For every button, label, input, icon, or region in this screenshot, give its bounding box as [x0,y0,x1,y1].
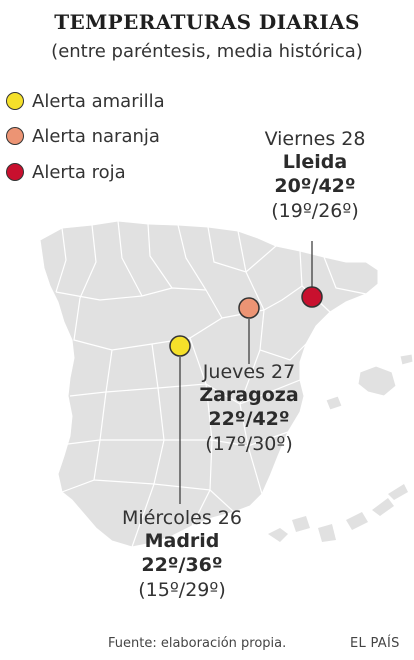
province-border [209,489,235,513]
city-day: Viernes 28 [264,128,366,150]
yellow-alert-dot-icon [6,92,24,110]
legend-label: Alerta naranja [32,125,160,147]
legend-item-red-alert: Alerta roja [6,160,126,184]
province-border [55,227,67,293]
publisher-brand: EL PAÍS [350,636,400,651]
red-alert-dot-icon [6,163,24,181]
legend-item-orange-alert: Alerta naranja [6,124,160,148]
province-border [147,223,173,289]
source-credit: Fuente: elaboración propia. [108,636,287,651]
lleida-marker [301,286,323,308]
menorca-shape [399,353,414,366]
legend-label: Alerta amarilla [32,90,165,112]
ibiza-shape [325,395,343,411]
balearic-islands [325,353,414,411]
province-border [263,285,303,311]
province-border [177,224,223,319]
province-border [239,379,301,405]
island-shape [318,524,336,542]
orange-alert-dot-icon [6,127,24,145]
city-historical-average: (17º/30º) [205,433,293,455]
canary-islands [268,484,408,542]
map-subtitle: (entre paréntesis, media histórica) [51,41,363,62]
city-day: Jueves 27 [202,361,296,383]
city-name: Madrid [144,530,220,552]
province-border [131,439,213,548]
island-shape [372,498,394,516]
leader-lines [179,241,313,504]
city-temperatures: 20º/42º [274,175,356,197]
city-label-zaragoza: Jueves 27 Zaragoza 22º/42º (17º/30º) [182,361,316,457]
legend-item-yellow-alert: Alerta amarilla [6,89,165,113]
province-border [323,256,367,295]
city-historical-average: (15º/29º) [138,579,226,601]
city-temperatures: 22º/36º [141,554,223,576]
province-border [79,224,97,299]
city-name: Lleida [282,151,348,173]
mainland-shape [39,220,379,548]
province-border [117,220,143,297]
province-border [211,439,263,495]
island-shape [346,512,368,530]
city-day: Miércoles 26 [122,507,242,529]
island-shape [268,528,288,542]
city-label-madrid: Miércoles 26 Madrid 22º/36º (15º/29º) [100,507,264,603]
island-shape [388,484,408,500]
madrid-marker [169,335,191,357]
city-name: Zaragoza [199,384,299,406]
legend-label: Alerta roja [32,161,126,183]
province-border [191,489,211,527]
city-label-lleida: Viernes 28 Lleida 20º/42º (19º/26º) [236,128,394,224]
province-border [237,230,247,273]
island-shape [292,516,310,532]
zaragoza-marker [238,297,260,319]
map-title: TEMPERATURAS DIARIAS [54,10,360,34]
city-historical-average: (19º/26º) [271,200,359,222]
province-border [207,226,277,273]
spain-mainland [39,220,379,548]
mallorca-shape [357,365,397,397]
city-temperatures: 22º/42º [208,408,290,430]
provincial-borders [55,220,367,548]
